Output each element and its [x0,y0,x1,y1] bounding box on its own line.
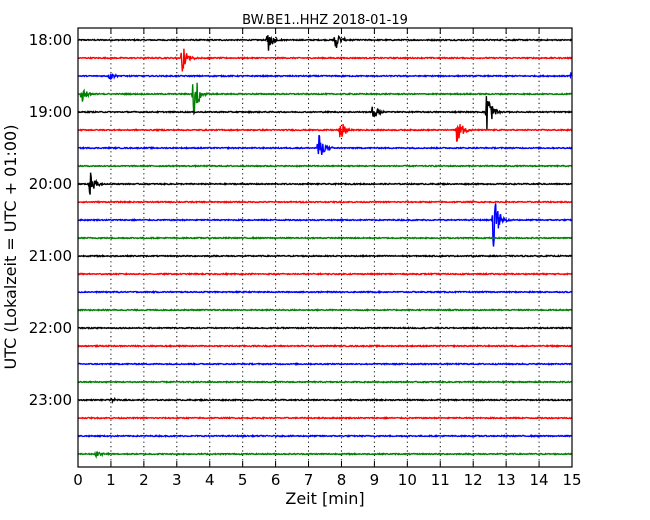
y-axis-label: UTC (Lokalzeit = UTC + 01:00) [1,125,20,370]
seismic-trace [77,34,573,51]
plot-frame [77,27,573,468]
x-tick-label: 9 [370,471,380,489]
seismic-trace [77,123,573,142]
seismic-trace [77,416,573,420]
trace-layer [77,34,573,459]
seismic-trace [77,434,573,438]
x-tick-labels: 0 1 2 3 4 5 6 7 8 9 10 11 12 13 14 15 [73,471,581,489]
seismic-trace [77,308,573,312]
seismic-trace [77,236,573,240]
y-tick-label: 20:00 [29,175,72,193]
y-tick-label: 21:00 [29,247,72,265]
seismic-trace [77,164,573,168]
x-tick-label: 14 [530,471,549,489]
seismic-trace [77,200,573,204]
y-tick-label: 18:00 [29,31,72,49]
seismic-trace [77,326,573,330]
seismic-trace [77,72,573,81]
x-tick-label: 3 [172,471,182,489]
x-tick-label: 1 [106,471,116,489]
x-tick-label: 10 [398,471,417,489]
x-tick-label: 0 [73,471,83,489]
x-axis-label: Zeit [min] [285,489,364,508]
seismic-trace [77,344,573,348]
seismic-trace [77,172,573,195]
x-tick-label: 13 [497,471,516,489]
x-tick-label: 12 [464,471,483,489]
seismic-trace [77,380,572,384]
x-tick-label: 2 [139,471,149,489]
seismic-trace [77,254,572,258]
x-tick-label: 11 [431,471,450,489]
seismic-trace [77,396,573,405]
seismic-trace [78,362,573,366]
y-tick-label: 19:00 [29,103,72,121]
x-tick-label: 7 [304,471,314,489]
y-tick-label: 23:00 [29,391,72,409]
seismic-trace [77,82,573,116]
seismic-trace [78,450,573,459]
y-tick-labels: 18:00 19:00 20:00 21:00 22:00 23:00 [29,31,72,409]
seismic-trace [77,272,573,276]
seismic-trace [77,203,573,247]
x-tick-label: 15 [562,471,581,489]
x-tick-label: 5 [238,471,248,489]
x-tick-label: 6 [271,471,281,489]
seismic-trace [77,96,573,131]
x-tick-label: 4 [205,471,215,489]
seismic-trace [77,48,573,72]
chart-title: BW.BE1..HHZ 2018-01-19 [242,13,408,28]
seismic-trace [77,290,573,294]
x-tick-label: 8 [337,471,347,489]
seismic-trace [77,134,573,156]
y-tick-label: 22:00 [29,319,72,337]
grid-lines [110,28,540,467]
